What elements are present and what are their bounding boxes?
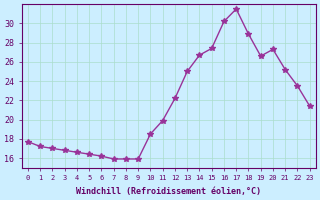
X-axis label: Windchill (Refroidissement éolien,°C): Windchill (Refroidissement éolien,°C) [76, 187, 261, 196]
